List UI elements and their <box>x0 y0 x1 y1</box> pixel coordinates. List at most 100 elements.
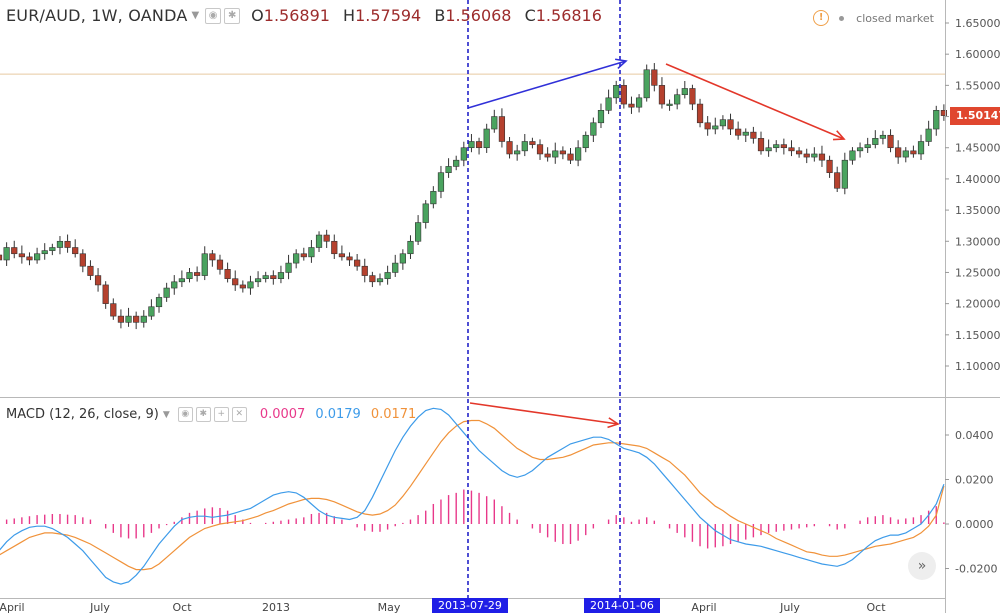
macd-histogram-value: 0.0007 <box>259 407 306 422</box>
candle-up <box>437 172 445 192</box>
candle-down <box>567 153 574 161</box>
candle-up <box>262 275 269 279</box>
gear-icon[interactable]: ✱ <box>195 407 211 422</box>
candle-down <box>735 128 742 136</box>
close-icon[interactable]: ✕ <box>231 407 247 422</box>
candle-down <box>361 265 368 276</box>
price-tick-label: 1.30000 <box>955 235 1000 248</box>
candle-up <box>879 134 887 139</box>
candle-down <box>117 315 125 323</box>
candle-down <box>651 69 658 86</box>
candle-down <box>818 153 826 161</box>
candle-up <box>613 85 620 99</box>
symbol-menu-caret-icon[interactable]: ▼ <box>191 10 200 21</box>
candle-down <box>727 119 734 130</box>
price-pane <box>0 63 947 330</box>
macd-menu-caret-icon[interactable]: ▼ <box>162 409 170 420</box>
macd-title: MACD (12, 26, close, 9) <box>6 407 159 422</box>
candle-up <box>285 262 292 273</box>
candle-up <box>277 272 285 279</box>
time-tick-label: Oct <box>866 601 886 613</box>
status-dot-icon <box>839 15 845 21</box>
gear-icon[interactable]: ✱ <box>224 7 241 24</box>
time-tick-label: April <box>691 601 716 613</box>
scroll-to-realtime-button[interactable]: » <box>908 552 936 580</box>
market-status: ! closed market <box>813 10 934 26</box>
candle-up <box>468 141 475 149</box>
candle-up <box>856 147 864 152</box>
ohlc-low-value: 1.56068 <box>445 6 512 25</box>
candle-up <box>399 253 406 264</box>
candle-down <box>757 138 765 152</box>
candle-down <box>788 147 795 152</box>
candle-up <box>552 150 559 158</box>
candle-down <box>506 141 513 155</box>
candle-up <box>872 138 879 145</box>
candle-down <box>475 141 483 149</box>
candle-down <box>910 150 917 155</box>
signal-line <box>0 419 945 571</box>
candle-up <box>155 297 163 308</box>
macd-pane <box>0 407 945 585</box>
price-tick-label: 1.45000 <box>955 142 1000 155</box>
ohlc-open-key: O <box>251 6 264 25</box>
signal-line-value: 0.0171 <box>370 407 417 422</box>
candle-down <box>133 315 140 323</box>
candle-up <box>925 128 932 142</box>
candle-up <box>582 134 589 149</box>
candle-up <box>422 203 429 223</box>
eye-icon[interactable]: ◉ <box>177 407 193 422</box>
candle-down <box>102 284 109 304</box>
time-tick-label: July <box>89 601 110 613</box>
candle-down <box>780 144 787 149</box>
candle-up <box>841 159 848 189</box>
plus-icon[interactable]: + <box>213 407 229 422</box>
candle-up <box>247 281 254 289</box>
candle-down <box>94 275 102 286</box>
date-highlight-2: 2014-01-06 <box>584 598 660 613</box>
chart-header: EUR/AUD, 1W, OANDA ▼ ◉ ✱ O1.56891 H1.575… <box>6 6 610 25</box>
candle-down <box>750 131 757 139</box>
candle-down <box>834 172 841 189</box>
candle-down <box>338 253 346 258</box>
candle-up <box>163 287 170 298</box>
candle-up <box>384 272 391 279</box>
candle-up <box>521 141 528 152</box>
candle-down <box>72 247 79 255</box>
candle-down <box>544 153 551 158</box>
trend-arrow-down <box>665 63 845 140</box>
date-highlight-1: 2013-07-29 <box>432 598 508 613</box>
candle-down <box>64 240 71 248</box>
candle-down <box>224 269 231 279</box>
candle-up <box>254 278 262 283</box>
price-tick-label: 1.25000 <box>955 266 1000 279</box>
candle-up <box>681 88 688 96</box>
ohlc-high-key: H <box>343 6 356 25</box>
candle-up <box>445 166 452 173</box>
candle-up <box>719 119 726 127</box>
candle-down <box>18 253 25 258</box>
ohlc-close-value: 1.56816 <box>535 6 602 25</box>
candle-up <box>414 222 422 242</box>
candle-down <box>79 253 86 267</box>
candle-up <box>178 278 185 283</box>
candle-up <box>125 315 132 323</box>
candle-down <box>559 150 566 155</box>
candle-down <box>826 159 833 173</box>
candle-down <box>239 284 246 289</box>
annotations <box>467 0 846 598</box>
candle-up <box>712 125 719 130</box>
candle-up <box>308 247 315 258</box>
candle-up <box>453 159 460 167</box>
candle-down <box>110 303 117 317</box>
eye-icon[interactable]: ◉ <box>205 7 222 24</box>
candle-up <box>148 306 155 317</box>
candle-down <box>803 153 810 158</box>
warning-icon[interactable]: ! <box>813 10 830 26</box>
last-price-label: 1.50147 <box>950 107 1000 125</box>
time-tick-label: 2013 <box>262 601 290 613</box>
candle-up <box>171 281 178 289</box>
candle-down <box>529 141 536 145</box>
